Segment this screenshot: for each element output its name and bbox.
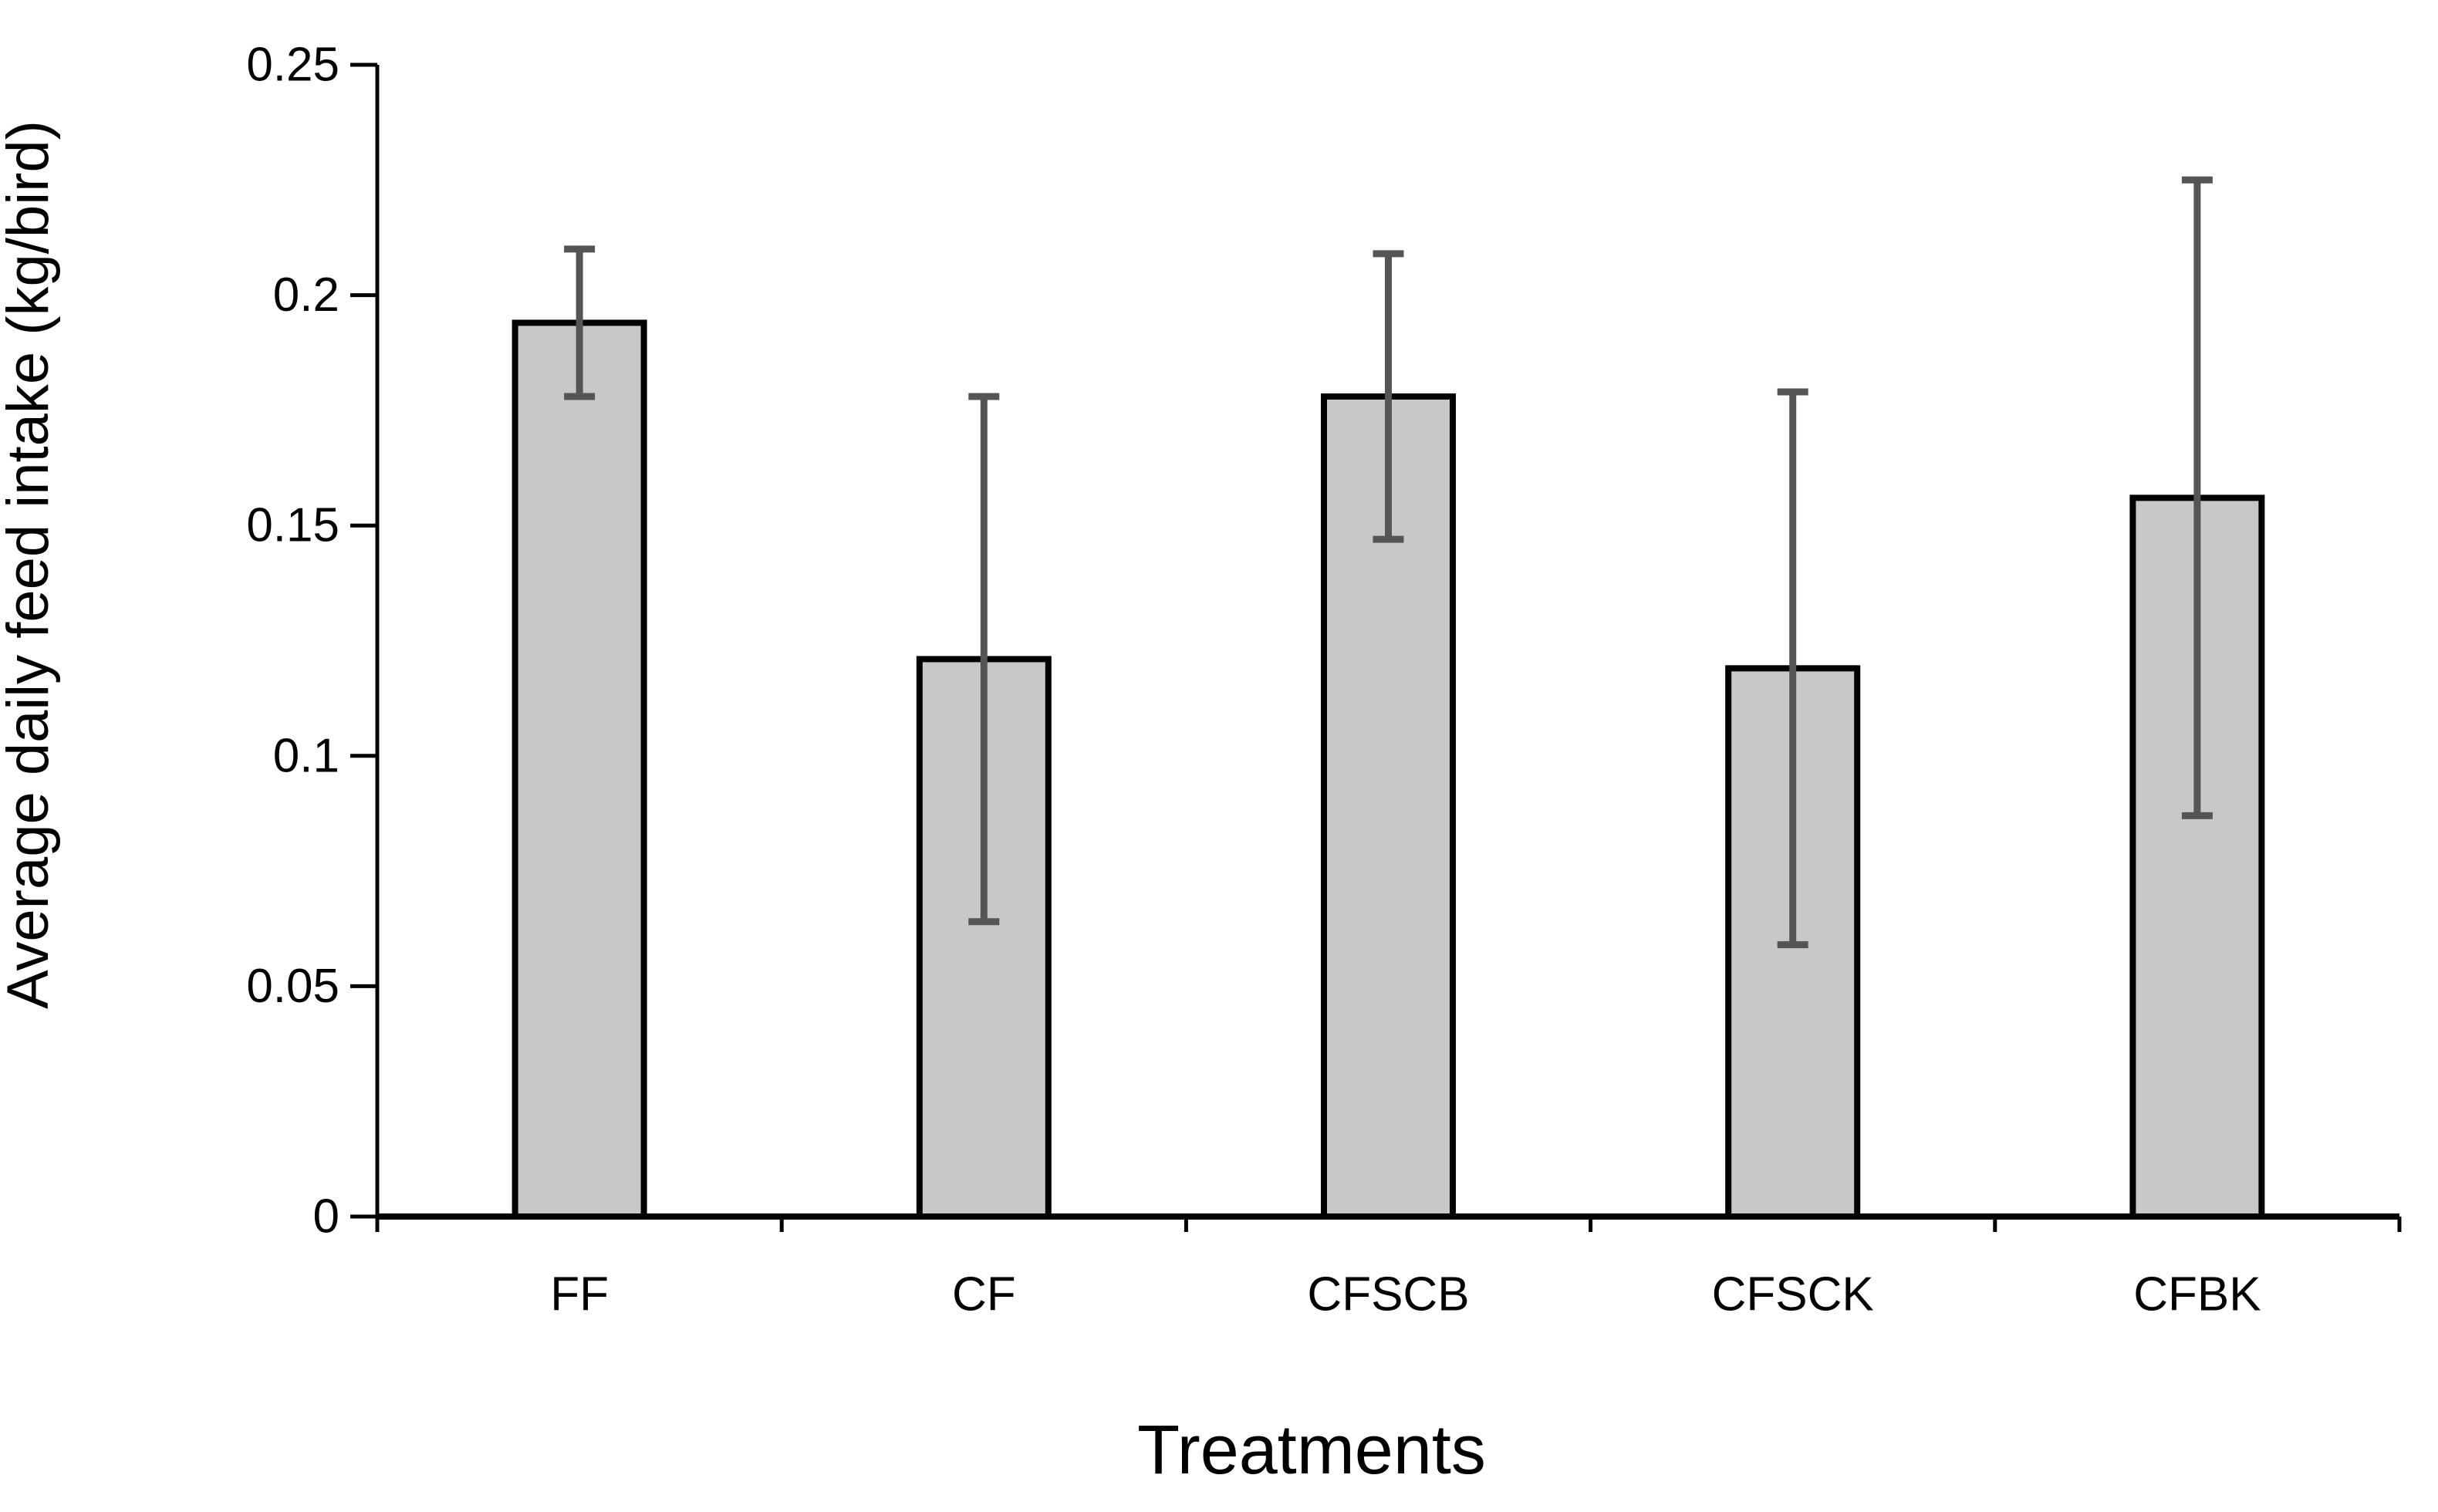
y-tick-label: 0.1 xyxy=(273,729,339,782)
x-category-label-CFBK: CFBK xyxy=(2133,1268,2261,1321)
y-tick-label: 0.15 xyxy=(246,499,339,552)
x-category-label-FF: FF xyxy=(550,1268,609,1321)
x-category-label-CFSCK: CFSCK xyxy=(1712,1268,1874,1321)
plot-area: 0 0.05 0.1 0.15 0.2 0.25 FF CF CFSCB CFSCK CFBK xyxy=(246,39,2402,1321)
y-axis-title: Average daily feed intake (kg/bird) xyxy=(0,120,61,1009)
y-tick-label: 0.25 xyxy=(246,39,339,92)
y-tick-label: 0 xyxy=(313,1190,339,1244)
x-category-label-CFSCB: CFSCB xyxy=(1307,1268,1469,1321)
y-tick-label: 0.05 xyxy=(246,960,339,1013)
y-tick-label: 0.2 xyxy=(273,268,339,322)
x-category-label-CF: CF xyxy=(952,1268,1016,1321)
bar-FF xyxy=(512,319,647,1220)
x-axis-title: Treatments xyxy=(1137,1412,1486,1489)
